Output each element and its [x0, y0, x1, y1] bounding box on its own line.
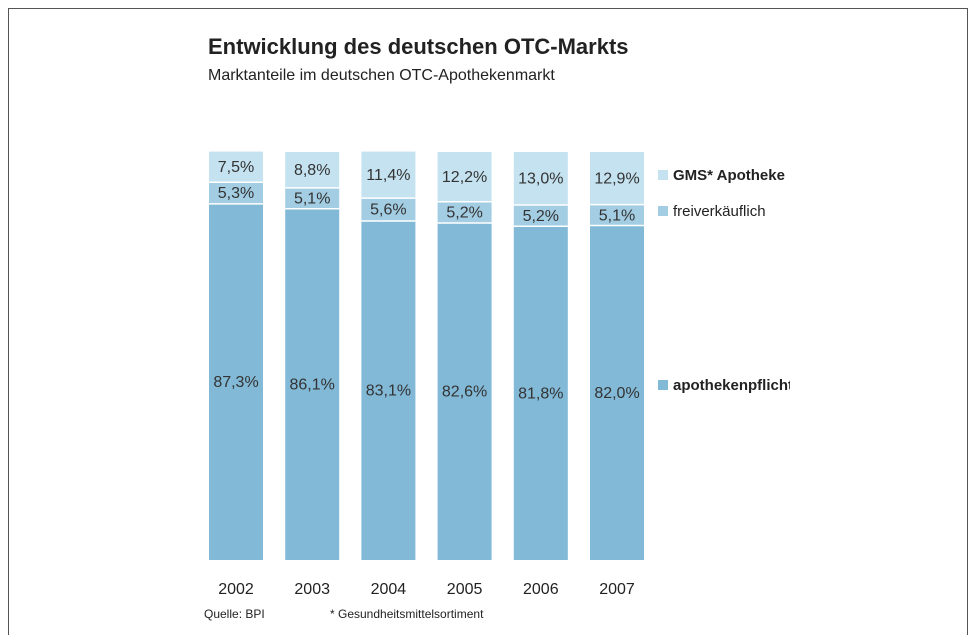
- value-label: 5,1%: [294, 191, 330, 208]
- bar-segment: [590, 152, 644, 205]
- x-tick-label: 2002: [218, 581, 254, 598]
- bar-segment: [361, 198, 416, 221]
- value-label: 5,2%: [446, 205, 482, 222]
- bar-segment: [361, 220, 416, 560]
- legend-swatch: [658, 170, 668, 180]
- bar-segment: [513, 226, 568, 561]
- bar-segment: [437, 201, 492, 223]
- value-label: 83,1%: [366, 383, 411, 400]
- bar-segment: [285, 152, 340, 188]
- bar-segment: [513, 152, 568, 206]
- x-tick-label: 2006: [523, 581, 559, 598]
- bar-segment: [513, 205, 568, 227]
- legend-label: apothekenpflichtig: [673, 377, 806, 394]
- bar-segment: [209, 203, 263, 561]
- frame: [8, 8, 968, 635]
- value-label: 87,3%: [213, 374, 258, 391]
- bar-segment: [590, 204, 644, 226]
- source: Quelle: BPI: [204, 607, 265, 621]
- legend: apothekenpflichtig freiverkäuflich GMS* Ap…: [658, 167, 806, 394]
- bar-segment: [590, 225, 644, 560]
- value-label: 8,8%: [294, 162, 330, 179]
- value-label: 11,4%: [366, 167, 410, 184]
- bar-segment: [285, 187, 340, 209]
- x-tick-label: 2004: [371, 581, 407, 598]
- value-label: 5,1%: [599, 207, 635, 224]
- legend-label: freiverkäuflich: [673, 203, 766, 220]
- value-label: 12,2%: [442, 169, 487, 186]
- bar-segment: [285, 208, 340, 560]
- bar-segment: [209, 182, 263, 204]
- bar-segment: [437, 222, 492, 560]
- value-label: 82,6%: [442, 384, 487, 401]
- legend-label: GMS* Apotheke: [673, 167, 785, 184]
- value-label: 12,9%: [594, 171, 639, 188]
- value-label: 81,8%: [518, 385, 563, 402]
- legend-swatch: [658, 206, 668, 216]
- value-label: 86,1%: [290, 377, 335, 394]
- bar-segment: [361, 151, 416, 199]
- value-label: 5,6%: [370, 202, 406, 219]
- value-label: 82,0%: [594, 385, 639, 402]
- bar-segment: [209, 151, 263, 183]
- footnote: * Gesundheitsmittelsortiment: [330, 607, 484, 621]
- chart-title: Entwicklung des deutschen OTC-Markts: [208, 34, 629, 59]
- x-tick-label: 2005: [447, 581, 483, 598]
- value-label: 5,2%: [523, 208, 559, 225]
- value-label: 7,5%: [218, 159, 254, 176]
- value-label: 13,0%: [518, 171, 563, 188]
- x-tick-label: 2003: [294, 581, 330, 598]
- legend-swatch: [658, 380, 668, 390]
- bar-segment: [437, 152, 492, 202]
- chart-subtitle: Marktanteile im deutschen OTC-Apothekenm…: [208, 67, 555, 84]
- value-label: 5,3%: [218, 185, 254, 202]
- x-tick-label: 2007: [599, 581, 635, 598]
